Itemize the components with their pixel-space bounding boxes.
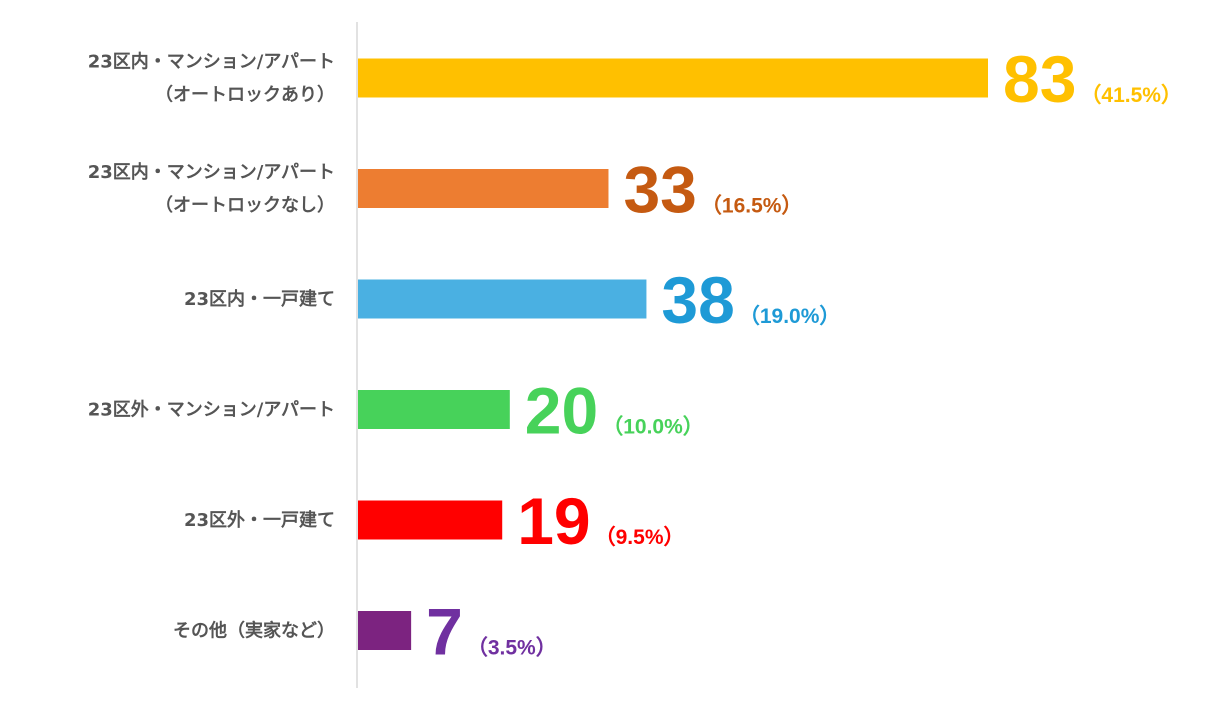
data-label-value: 20: [525, 374, 598, 448]
bar: [358, 390, 510, 429]
category-label: その他（実家など）: [173, 620, 335, 642]
data-label: 38 （19.0%）: [661, 263, 840, 337]
bar: [358, 611, 412, 650]
data-label: 19 （9.5%）: [517, 484, 684, 558]
data-label: 83 （41.5%）: [1003, 42, 1182, 116]
category-label: 23区外・マンション/アパート: [88, 399, 335, 421]
data-label: 7 （3.5%）: [426, 595, 557, 669]
data-label-percent: （3.5%）: [467, 636, 557, 660]
category-label: （オートロックなし）: [155, 195, 335, 216]
data-label-value: 19: [517, 484, 590, 558]
data-label: 33 （16.5%）: [623, 153, 802, 227]
bar: [358, 500, 503, 540]
data-label-value: 38: [661, 263, 734, 337]
bar: [358, 58, 988, 98]
bar: [358, 279, 647, 319]
bar: [358, 169, 609, 208]
data-label: 20 （10.0%）: [525, 374, 704, 448]
category-label: 23区内・一戸建て: [184, 288, 335, 310]
data-label-percent: （41.5%）: [1080, 83, 1182, 107]
data-label-percent: （9.5%）: [595, 525, 685, 549]
category-label: 23区内・マンション/アパート: [88, 51, 335, 73]
data-label-percent: （10.0%）: [602, 415, 704, 439]
category-label: 23区内・マンション/アパート: [88, 161, 335, 183]
data-label-value: 7: [426, 595, 463, 669]
data-label-value: 33: [623, 153, 696, 227]
data-label-value: 83: [1003, 42, 1076, 116]
category-label: （オートロックあり）: [155, 85, 335, 106]
data-label-percent: （19.0%）: [739, 304, 841, 328]
category-label: 23区外・一戸建て: [184, 509, 335, 531]
data-label-percent: （16.5%）: [701, 194, 803, 218]
